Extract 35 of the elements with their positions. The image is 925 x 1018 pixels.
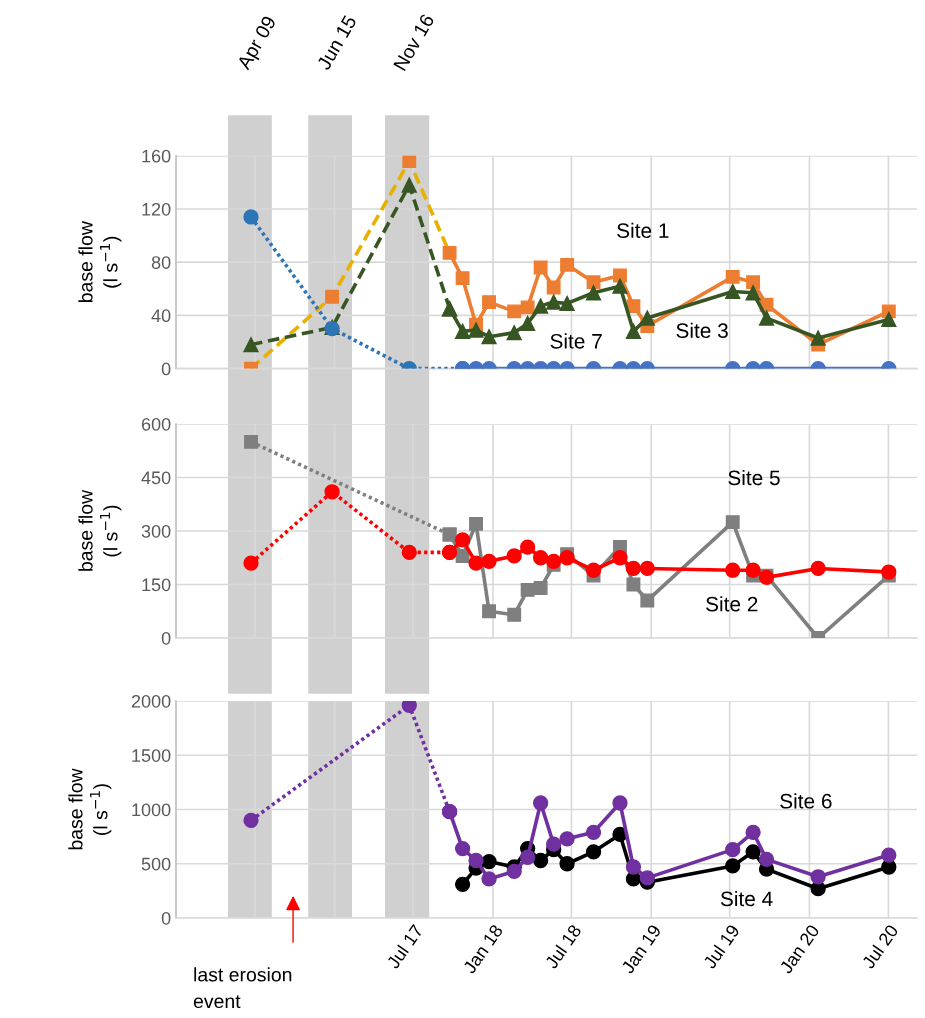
y-tick-label: 600	[141, 417, 171, 431]
y-tick-label: 40	[151, 309, 171, 323]
x-tick-label: Jul 18	[543, 923, 582, 970]
x-tick-label: Jan 20	[778, 923, 820, 975]
series-label: Site 7	[550, 333, 602, 349]
y-tick-label: 300	[141, 524, 171, 538]
y-axis-title: base flow (l s$^{−1}$)	[78, 221, 122, 303]
x-tick-label: Jul 17	[385, 923, 424, 970]
y-tick-label: 120	[142, 202, 171, 216]
x-tick-label: Jul 20	[860, 923, 899, 970]
x-tick-label: Jan 18	[462, 923, 504, 975]
y-tick-label: 2000	[131, 694, 171, 708]
y-tick-label: 1500	[132, 749, 171, 762]
y-tick-label: 1000	[132, 803, 171, 817]
series-label: Site 2	[706, 596, 758, 612]
text: last erosion event	[193, 967, 292, 1009]
y-tick-label: 0	[161, 911, 171, 925]
y-tick-label: 450	[141, 471, 171, 485]
x-tick-label: Jan 19	[620, 923, 662, 975]
y-tick-label: 80	[151, 256, 171, 269]
series-label: Site 4	[720, 890, 773, 907]
x-tick-label: Jul 19	[702, 923, 741, 970]
y-tick-label: 0	[161, 362, 171, 376]
series-label: Site 5	[728, 469, 780, 486]
series-label: Site 3	[676, 322, 728, 339]
y-tick-label: 150	[142, 578, 171, 592]
y-tick-label: 160	[142, 149, 171, 163]
band-label: Apr 09	[236, 15, 280, 73]
y-tick-label: 500	[141, 857, 171, 871]
band-label: Jun 15	[316, 14, 357, 71]
series-label: Site 1	[617, 222, 669, 238]
y-tick-label: 0	[161, 631, 171, 645]
y-axis-title: base flow (l s$^{−1}$)	[68, 768, 112, 850]
series-label: Site 6	[780, 793, 832, 809]
y-axis-title: base flow (l s$^{−1}$)	[78, 489, 122, 571]
